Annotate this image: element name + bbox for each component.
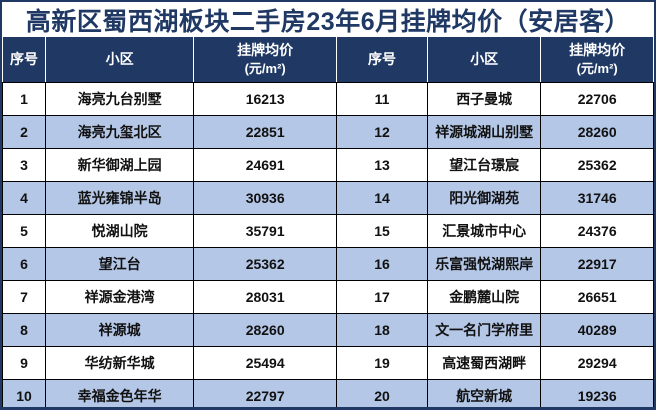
col-header-index-left: 序号	[2, 37, 46, 83]
cell-community: 祥源金港湾	[44, 280, 195, 314]
cell-community: 望江台璟宸	[427, 148, 542, 182]
cell-community: 西子曼城	[427, 82, 542, 116]
cell-community: 望江台	[44, 247, 195, 281]
page-title: 高新区蜀西湖板块二手房23年6月挂牌均价（安居客）	[25, 7, 631, 36]
table-row: 7 祥源金港湾 28031 17 金鹏麓山院 26651	[2, 280, 654, 314]
cell-index: 10	[2, 379, 46, 407]
cell-index: 6	[2, 247, 46, 281]
cell-community: 祥源城	[44, 313, 195, 347]
table-row: 1 海亮九台别墅 16213 11 西子曼城 22706	[2, 82, 654, 116]
cell-index: 15	[335, 214, 429, 248]
cell-price: 24376	[540, 214, 654, 248]
cell-price: 35791	[193, 214, 337, 248]
cell-index: 5	[2, 214, 46, 248]
cell-price: 40289	[540, 313, 654, 347]
cell-price: 25362	[540, 148, 654, 182]
cell-index: 16	[335, 247, 429, 281]
cell-price: 24691	[193, 148, 337, 182]
cell-index: 2	[2, 115, 46, 149]
price-header-line2: (元/m²)	[576, 61, 618, 77]
table-row: 6 望江台 25362 16 乐富强悦湖熙岸 22917	[2, 247, 654, 281]
cell-community: 海亮九玺北区	[44, 115, 195, 149]
cell-community: 乐富强悦湖熙岸	[427, 247, 542, 281]
cell-index: 14	[335, 181, 429, 215]
price-header-line1: 挂牌均价	[569, 41, 626, 58]
cell-price: 22706	[540, 82, 654, 116]
cell-index: 13	[335, 148, 429, 182]
cell-community: 航空新城	[427, 379, 542, 407]
cell-index: 8	[2, 313, 46, 347]
cell-index: 12	[335, 115, 429, 149]
cell-community: 幸福金色年华	[44, 379, 195, 407]
cell-price: 19236	[540, 379, 654, 407]
cell-index: 19	[335, 346, 429, 380]
cell-index: 1	[2, 82, 46, 116]
cell-price: 26651	[540, 280, 654, 314]
table-row: 3 新华御湖上园 24691 13 望江台璟宸 25362	[2, 148, 654, 182]
cell-index: 9	[2, 346, 46, 380]
cell-community: 文一名门学府里	[427, 313, 542, 347]
cell-index: 11	[335, 82, 429, 116]
cell-price: 22917	[540, 247, 654, 281]
cell-index: 18	[335, 313, 429, 347]
table-row: 8 祥源城 28260 18 文一名门学府里 40289	[2, 313, 654, 347]
cell-price: 22851	[193, 115, 337, 149]
header-row: 序号 小区 挂牌均价 (元/m²) 序号 小区 挂牌均价 (元/m²)	[2, 37, 654, 83]
cell-community: 蓝光雍锦半岛	[44, 181, 195, 215]
cell-price: 25494	[193, 346, 337, 380]
cell-price: 29294	[540, 346, 654, 380]
table-row: 5 悦湖山院 35791 15 汇景城市中心 24376	[2, 214, 654, 248]
col-header-community-left: 小区	[44, 37, 195, 83]
cell-index: 20	[335, 379, 429, 407]
cell-index: 3	[2, 148, 46, 182]
cell-community: 华纺新华城	[44, 346, 195, 380]
cell-community: 高速蜀西湖畔	[427, 346, 542, 380]
cell-community: 祥源城湖山别墅	[427, 115, 542, 149]
price-header-line2: (元/m²)	[244, 61, 286, 77]
cell-community: 汇景城市中心	[427, 214, 542, 248]
price-table: 序号 小区 挂牌均价 (元/m²) 序号 小区 挂牌均价 (元/m²) 1 海亮…	[2, 37, 654, 407]
cell-price: 31746	[540, 181, 654, 215]
cell-community: 悦湖山院	[44, 214, 195, 248]
price-header-line1: 挂牌均价	[237, 41, 294, 58]
cell-price: 28260	[540, 115, 654, 149]
cell-community: 海亮九台别墅	[44, 82, 195, 116]
table-row: 4 蓝光雍锦半岛 30936 14 阳光御湖苑 31746	[2, 181, 654, 215]
cell-price: 28031	[193, 280, 337, 314]
table-header: 序号 小区 挂牌均价 (元/m²) 序号 小区 挂牌均价 (元/m²)	[2, 37, 654, 83]
cell-price: 22797	[193, 379, 337, 407]
cell-community: 新华御湖上园	[44, 148, 195, 182]
cell-community: 金鹏麓山院	[427, 280, 542, 314]
col-header-price-left: 挂牌均价 (元/m²)	[193, 37, 337, 83]
table-row: 2 海亮九玺北区 22851 12 祥源城湖山别墅 28260	[2, 115, 654, 149]
table-row: 9 华纺新华城 25494 19 高速蜀西湖畔 29294	[2, 346, 654, 380]
cell-price: 30936	[193, 181, 337, 215]
table-body: 1 海亮九台别墅 16213 11 西子曼城 22706 2 海亮九玺北区 22…	[2, 82, 654, 407]
cell-price: 25362	[193, 247, 337, 281]
cell-index: 4	[2, 181, 46, 215]
cell-index: 17	[335, 280, 429, 314]
title-bar: 高新区蜀西湖板块二手房23年6月挂牌均价（安居客）	[2, 2, 654, 37]
col-header-index-right: 序号	[335, 37, 429, 83]
cell-price: 28260	[193, 313, 337, 347]
col-header-price-right: 挂牌均价 (元/m²)	[540, 37, 654, 83]
cell-price: 16213	[193, 82, 337, 116]
table-row: 10 幸福金色年华 22797 20 航空新城 19236	[2, 379, 654, 407]
col-header-community-right: 小区	[427, 37, 542, 83]
cell-index: 7	[2, 280, 46, 314]
cell-community: 阳光御湖苑	[427, 181, 542, 215]
